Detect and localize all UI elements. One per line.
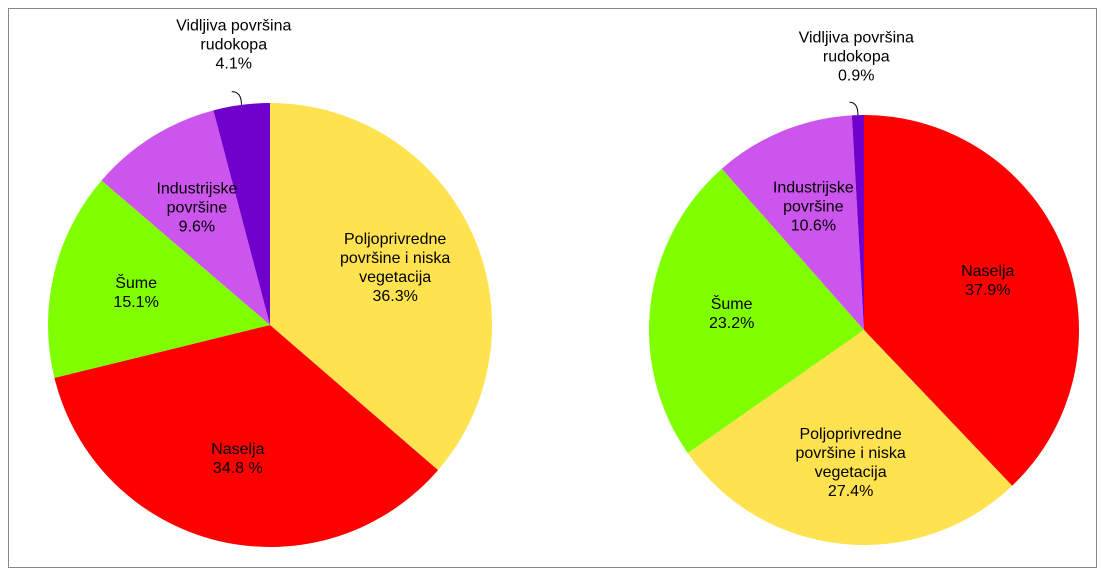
value-label: 15.1% [113,294,159,312]
category-label: Vidljiva površina rudokopa [176,17,292,54]
category-label: Šume [115,275,157,293]
data-label: Vidljiva površina rudokopa 4.1% [164,17,304,74]
category-label: Industrijske površine [772,179,854,216]
pie-slice [213,103,270,325]
category-label: Industrijske površine [156,180,238,217]
value-label: 10.6% [790,217,837,235]
value-label: 0.9% [838,67,875,85]
pie-slice [721,115,864,331]
pie-slice [687,330,1013,545]
category-label: Šume [710,296,753,314]
value-label: 34.8 % [212,459,263,477]
category-label: Poljoprivredne površine i niska vegetaci… [795,425,906,481]
value-label: 23.2% [708,315,755,333]
category-label: Vidljiva površina rudokopa [798,29,914,66]
category-label: Naselja [211,440,265,458]
pie-slice [47,180,270,378]
category-label: Naselja [961,262,1015,280]
value-label: 9.6% [178,218,216,236]
category-label: Poljoprivredne površine i niska vegetaci… [340,230,451,286]
pie-slice [270,103,493,471]
pie-slice [649,168,864,454]
leader-line [231,91,242,105]
leader-line [849,101,859,116]
data-label: Šume 23.2% [662,295,802,333]
data-label: Industrijske površine 9.6% [127,180,267,237]
data-label: Šume 15.1% [66,274,206,312]
data-label: Poljoprivredne površine i niska vegetaci… [781,425,921,501]
data-label: Industrijske površine 10.6% [743,178,883,235]
pie-slice [54,325,439,547]
value-label: 36.3% [372,287,418,305]
pie-slice [101,110,270,325]
data-label: Naselja 34.8 % [168,440,308,478]
pie-slice [851,115,864,330]
data-label: Poljoprivredne površine i niska vegetaci… [325,230,465,306]
value-label: 4.1% [215,55,252,73]
value-label: 27.4% [827,482,874,500]
pie-slice [864,115,1079,486]
data-label: Naselja 37.9% [918,262,1058,300]
value-label: 37.9% [965,281,1011,299]
data-label: Vidljiva površina rudokopa 0.9% [786,29,926,86]
